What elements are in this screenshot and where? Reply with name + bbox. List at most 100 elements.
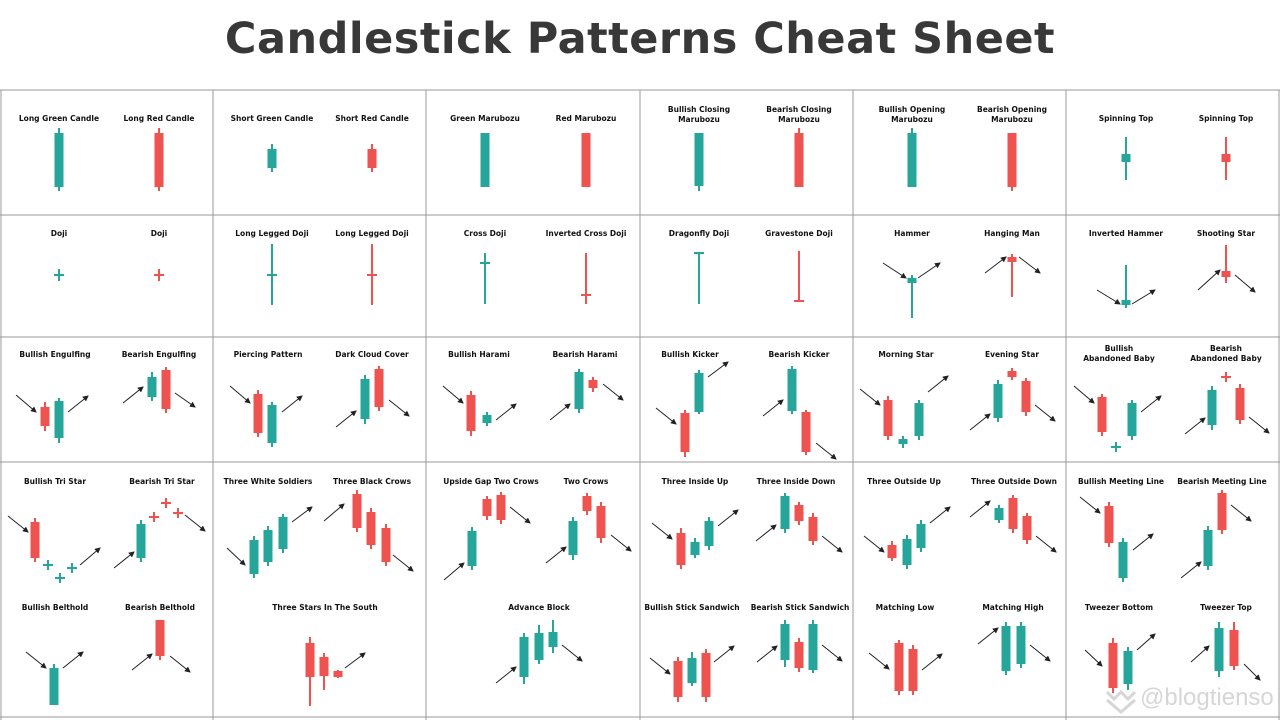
bearish-candle-body (1235, 388, 1245, 420)
bullish-candle-body (1121, 154, 1131, 162)
trend-arrow-icon (131, 653, 153, 671)
bearish-candle-body (581, 133, 591, 187)
bullish-candle-body (780, 624, 790, 660)
bullish-candle-body (1214, 628, 1224, 671)
bullish-candle-body (994, 508, 1004, 520)
bearish-candle-body (1229, 630, 1239, 666)
bearish-candle-body (794, 505, 804, 521)
bearish-candle-body (1007, 133, 1017, 187)
bearish-candle-body (154, 133, 164, 187)
bearish-candle-body (305, 643, 315, 677)
bullish-candle-body (249, 540, 259, 574)
pattern-label: Long Legged Doji (235, 229, 309, 238)
pattern-label: Bearish Opening Marubozu (977, 105, 1047, 124)
bullish-candle-body (902, 539, 912, 565)
pattern-label: Bullish Abandoned Baby (1083, 344, 1155, 363)
bearish-candle-body (794, 133, 804, 187)
bullish-candle-body (694, 373, 704, 412)
trend-arrow-icon (984, 256, 1007, 274)
bearish-candle-body (1021, 381, 1031, 412)
bullish-candle-body (519, 637, 529, 677)
bullish-candle-body (914, 403, 924, 436)
pattern-label: Three Inside Down (756, 477, 836, 486)
page-title: Candlestick Patterns Cheat Sheet (224, 14, 1056, 64)
pattern-label: Matching High (982, 603, 1044, 612)
watermark-logo-icon (1105, 689, 1137, 714)
bearish-candle-body (333, 671, 343, 677)
trend-arrow-icon (1073, 385, 1095, 404)
pattern-label: Bearish Closing Marubozu (766, 105, 832, 124)
trend-arrow-icon (545, 546, 567, 564)
trend-arrow-icon (1034, 404, 1056, 422)
pattern-label: Three Inside Up (661, 477, 729, 486)
trend-arrow-icon (977, 627, 999, 645)
trend-arrow-icon (184, 514, 206, 532)
pattern-label: Bearish Kicker (768, 350, 830, 359)
trend-arrow-icon (15, 394, 37, 413)
bullish-candle-body (263, 530, 273, 562)
trend-arrow-icon (344, 652, 366, 669)
trend-arrow-icon (649, 657, 671, 675)
pattern-label: Bullish Engulfing (19, 350, 91, 359)
trend-arrow-icon (226, 547, 246, 566)
pattern-label: Spinning Top (1098, 114, 1154, 123)
pattern-label: Bullish Kicker (661, 350, 719, 359)
bullish-candle-body (54, 133, 64, 187)
bullish-candle-body (1203, 530, 1213, 566)
bullish-candle-body (993, 384, 1003, 418)
pattern-label: Inverted Hammer (1088, 229, 1164, 238)
pattern-label: Cross Doji (463, 229, 507, 238)
pattern-label: Red Marubozu (555, 114, 617, 123)
trend-arrow-icon (323, 503, 345, 522)
pattern-label: Bearish Harami (552, 350, 618, 359)
bearish-candle-body (161, 370, 171, 409)
bearish-candle-body (319, 657, 329, 676)
bearish-candle-body (808, 517, 818, 541)
pattern-label: Piercing Pattern (233, 350, 303, 359)
pattern-label: Green Marubozu (450, 114, 520, 123)
trend-arrow-icon (921, 653, 943, 671)
trend-arrow-icon (1035, 535, 1057, 553)
pattern-label: Bullish Stick Sandwich (644, 603, 740, 612)
trend-arrow-icon (495, 666, 517, 684)
trend-arrow-icon (335, 410, 357, 428)
bearish-candle-body (482, 499, 492, 516)
pattern-label: Inverted Cross Doji (545, 229, 627, 238)
bullish-candle-body (687, 658, 697, 683)
trend-arrow-icon (969, 500, 991, 518)
pattern-label: Bullish Harami (448, 350, 510, 359)
bearish-candle-body (496, 495, 506, 520)
bullish-candle-body (480, 133, 490, 187)
bullish-candle-body (694, 133, 704, 186)
bullish-candle-body (808, 624, 818, 670)
pattern-label: Advance Block (508, 603, 570, 612)
pattern-label: Dragonfly Doji (668, 229, 730, 238)
trend-arrow-icon (443, 562, 465, 581)
trend-arrow-icon (1131, 289, 1156, 305)
pattern-label: Long Green Candle (18, 114, 100, 123)
trend-arrow-icon (174, 392, 196, 408)
trend-arrow-icon (882, 262, 907, 279)
pattern-label: Evening Star (984, 350, 1040, 359)
trend-arrow-icon (762, 399, 784, 417)
trend-arrow-icon (1140, 395, 1162, 413)
trend-arrow-icon (1096, 289, 1121, 305)
trend-arrow-icon (713, 645, 735, 663)
trend-arrow-icon (602, 383, 624, 401)
trend-arrow-icon (815, 442, 837, 460)
trend-arrow-icon (1084, 649, 1103, 667)
bullish-candle-body (1127, 403, 1137, 436)
bearish-candle-body (1221, 271, 1231, 277)
bearish-candle-body (1097, 397, 1107, 432)
bearish-candle-body (367, 149, 377, 168)
bullish-candle-body (482, 415, 492, 423)
bullish-candle-body (1121, 300, 1131, 305)
trend-arrow-icon (442, 385, 464, 404)
bearish-candle-body (1022, 516, 1032, 540)
bearish-candle-body (588, 380, 598, 388)
pattern-label: Tweezer Bottom (1084, 603, 1154, 612)
bullish-candle-body (1001, 626, 1011, 671)
trend-arrow-icon (917, 262, 941, 279)
pattern-label: Two Crows (563, 477, 609, 486)
